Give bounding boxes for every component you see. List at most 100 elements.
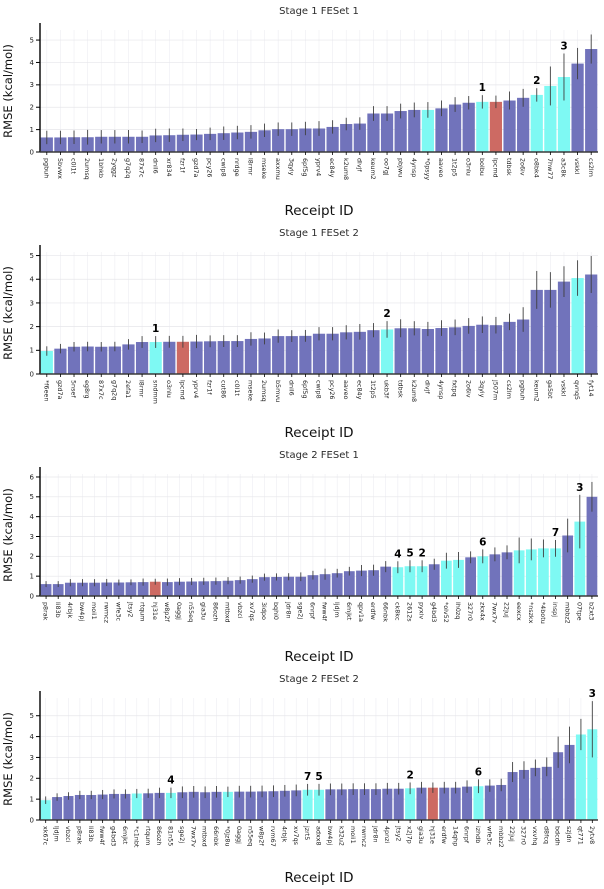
- x-tick-label: k2um8: [342, 158, 350, 180]
- bar-j507m: [489, 325, 503, 374]
- bar-eexcx: [513, 550, 525, 596]
- x-tick-label: rwmcz: [360, 826, 368, 848]
- bar-yprv4: [312, 128, 326, 152]
- bar-rank-annotation: 7: [304, 771, 311, 783]
- bar-lpcmd: [176, 341, 190, 374]
- x-tick-label: wfe3c: [114, 602, 122, 621]
- x-tick-label: o3nlu: [165, 380, 173, 398]
- chart-title: Stage 2 FESet 1: [279, 450, 359, 461]
- x-tick-label: x2j7p: [406, 826, 414, 844]
- x-tick-label: k2um8: [410, 380, 418, 402]
- bar-7wx7v: [489, 554, 501, 596]
- x-tick-label: 7hw77: [546, 158, 554, 179]
- bar-14qhp: [450, 787, 461, 820]
- bar-mtbxd: [200, 792, 211, 820]
- x-tick-label: dlvjf: [423, 380, 431, 394]
- bar-6mjkt: [343, 571, 355, 596]
- bar-sge2j: [295, 576, 307, 596]
- bar-7wx7v: [188, 791, 199, 820]
- x-tick-label: g4bd3: [110, 826, 118, 846]
- bar-o3nlu: [462, 102, 475, 152]
- bar-rank-annotation: 6: [479, 536, 486, 548]
- bar-adxx8: [314, 789, 324, 820]
- x-tick-label: 6pf5g: [301, 380, 309, 399]
- bar-rvm67: [268, 791, 279, 820]
- bar-2yqgz: [108, 136, 121, 152]
- x-tick-label: 87x7c: [97, 380, 105, 400]
- x-tick-label: vxvhq: [531, 826, 539, 845]
- y-tick-label: 0: [30, 148, 34, 156]
- x-tick-label: 87x7c: [138, 158, 146, 178]
- bar-cs2lm: [585, 49, 598, 152]
- bar-b5mvu: [272, 336, 285, 374]
- bar-6nrpf: [307, 575, 319, 596]
- bar-3idpo: [259, 577, 270, 596]
- x-tick-label: gia3u: [199, 602, 207, 620]
- x-axis-label: Receipt ID: [284, 870, 353, 886]
- x-tick-label: p8rak: [42, 602, 50, 621]
- x-tick-label: d8fcq: [542, 826, 550, 844]
- x-tick-label: gzd7a: [56, 380, 64, 400]
- x-tick-label: dnil6: [151, 158, 159, 174]
- bar-327r0: [465, 557, 476, 596]
- x-tick-label: c0l1t: [70, 158, 78, 174]
- bar-4rbjk: [279, 790, 290, 820]
- x-tick-label: 7wx7v: [189, 826, 197, 847]
- bar-l8rmr: [244, 131, 258, 152]
- bar-n55eq: [245, 791, 256, 820]
- x-tick-label: li83b: [54, 602, 62, 618]
- bar-rank-annotation: 1: [479, 82, 486, 94]
- x-tick-label: cwip8: [315, 380, 323, 399]
- bar-erdfw: [439, 787, 450, 820]
- bar-*f6een: [40, 351, 53, 374]
- x-tick-label: *4botu: [539, 602, 547, 624]
- x-tick-label: 2ytv8: [588, 826, 596, 844]
- bar-d8fcq: [541, 766, 552, 820]
- bar-cs2lm: [503, 321, 516, 374]
- x-tick-label: pgbuh: [519, 380, 527, 400]
- x-tick-label: li83b: [87, 826, 95, 842]
- bar-rank-annotation: 7: [552, 527, 559, 539]
- bar-rank-annotation: 4: [167, 775, 174, 787]
- x-tick-label: moii1: [90, 602, 98, 620]
- bar-o3nlu: [163, 341, 176, 374]
- bar-87x7c: [135, 136, 149, 152]
- chart-title: Stage 2 FESet 2: [279, 674, 359, 685]
- y-axis-label: RMSE (kcal/mol): [1, 266, 15, 360]
- x-tick-label: izhdb: [474, 826, 482, 843]
- x-tick-label: vbzci: [64, 826, 72, 843]
- bar-*0jz8u: [222, 791, 233, 820]
- bar-k2um8: [340, 124, 353, 152]
- x-tick-label: 2umsq: [260, 380, 268, 402]
- x-tick-label: a3c8k: [560, 158, 568, 178]
- x-tick-label: bqhi0: [272, 602, 280, 620]
- y-tick-label: 4: [30, 276, 35, 284]
- bar-fww4f: [319, 574, 331, 596]
- x-tick-label: qt771: [577, 826, 585, 845]
- x-tick-label: 327r0: [466, 602, 474, 621]
- x-tick-label: 4rbjk: [66, 602, 74, 619]
- bar-l8rmr: [135, 342, 149, 374]
- bar-bw4pj: [325, 789, 336, 820]
- bar-vxvhq: [530, 767, 541, 820]
- y-tick-label: 2: [30, 775, 34, 783]
- bar-eg8rg: [81, 346, 94, 374]
- y-tick-label: 4: [30, 513, 35, 521]
- bar-*c1nbt: [131, 793, 142, 820]
- bar-*olv52: [441, 560, 452, 596]
- y-tick-label: 1: [30, 573, 34, 581]
- x-tick-label: j507m: [492, 379, 500, 400]
- bar-pbjwu: [394, 111, 407, 152]
- x-tick-label: wfe3c: [485, 826, 493, 845]
- bar-qvnq5: [571, 278, 584, 374]
- x-tick-label: 5nsef: [70, 380, 78, 398]
- x-tick-label: fzr1f: [179, 158, 187, 173]
- bar-cwip8: [217, 133, 230, 152]
- bar-*nszkx: [525, 549, 537, 596]
- x-tick-label: 6nrpf: [309, 602, 317, 620]
- bar-g4bd3: [109, 793, 120, 820]
- x-tick-label: erdfw: [369, 602, 377, 620]
- bar-*0psyy: [421, 109, 434, 152]
- x-tick-label: oo7gj: [383, 158, 391, 176]
